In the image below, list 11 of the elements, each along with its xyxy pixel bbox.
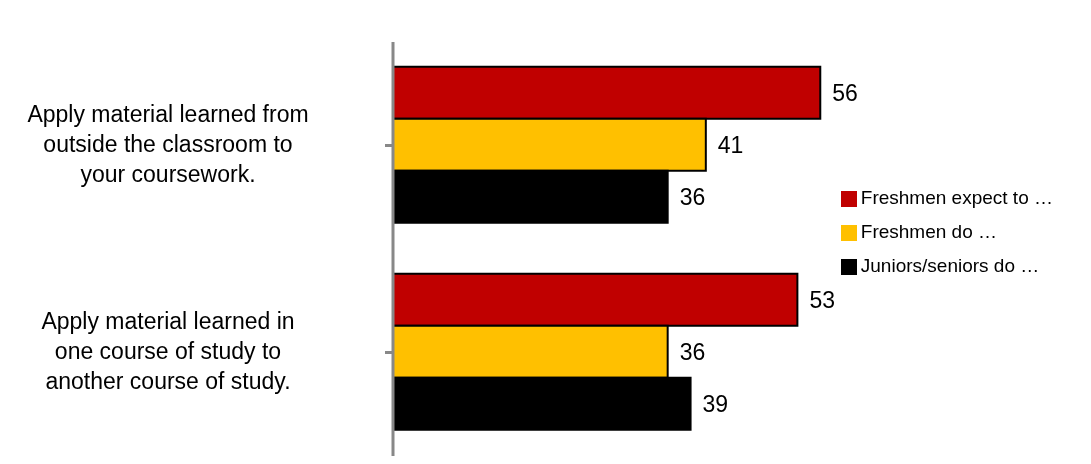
- legend-label: Juniors/seniors do …: [860, 255, 1040, 276]
- data-label: 36: [679, 339, 706, 366]
- data-label: 36: [679, 184, 706, 210]
- legend-label: Freshmen expect to …: [860, 187, 1053, 208]
- data-label: 53: [809, 287, 835, 314]
- data-label: 41: [717, 132, 744, 158]
- data-label: 56: [832, 80, 858, 106]
- legend-label: Freshmen do …: [860, 221, 998, 242]
- y-tick-label: Apply material learned in one course of study to another course of study.: [41, 307, 295, 394]
- data-label: 39: [702, 391, 729, 418]
- y-tick-label: Apply material learned from outside the classroom to your coursework.: [27, 100, 309, 187]
